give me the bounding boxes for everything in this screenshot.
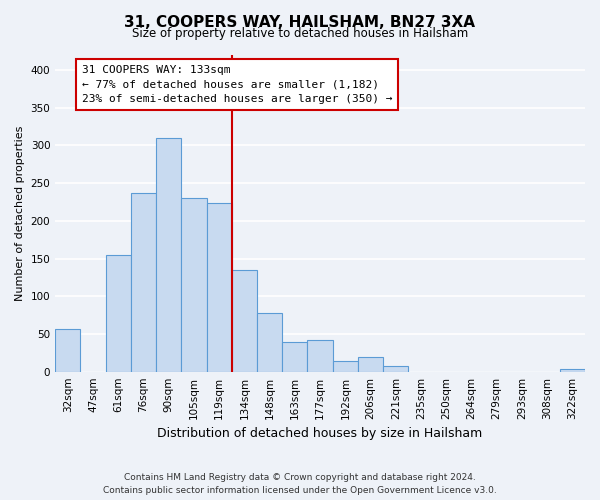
Y-axis label: Number of detached properties: Number of detached properties xyxy=(15,126,25,301)
Bar xyxy=(55,328,80,372)
Bar xyxy=(181,198,206,372)
Text: 31 COOPERS WAY: 133sqm
← 77% of detached houses are smaller (1,182)
23% of semi-: 31 COOPERS WAY: 133sqm ← 77% of detached… xyxy=(82,64,392,104)
Bar xyxy=(560,368,585,372)
Bar xyxy=(282,342,307,372)
Text: 31, COOPERS WAY, HAILSHAM, BN27 3XA: 31, COOPERS WAY, HAILSHAM, BN27 3XA xyxy=(125,15,476,30)
Text: Size of property relative to detached houses in Hailsham: Size of property relative to detached ho… xyxy=(132,28,468,40)
Bar xyxy=(257,313,282,372)
Bar xyxy=(358,356,383,372)
Bar xyxy=(206,203,232,372)
Bar xyxy=(307,340,332,372)
Bar xyxy=(156,138,181,372)
Text: Contains HM Land Registry data © Crown copyright and database right 2024.
Contai: Contains HM Land Registry data © Crown c… xyxy=(103,473,497,495)
X-axis label: Distribution of detached houses by size in Hailsham: Distribution of detached houses by size … xyxy=(157,427,483,440)
Bar xyxy=(332,361,358,372)
Bar xyxy=(383,366,409,372)
Bar xyxy=(232,270,257,372)
Bar xyxy=(131,193,156,372)
Bar xyxy=(106,255,131,372)
